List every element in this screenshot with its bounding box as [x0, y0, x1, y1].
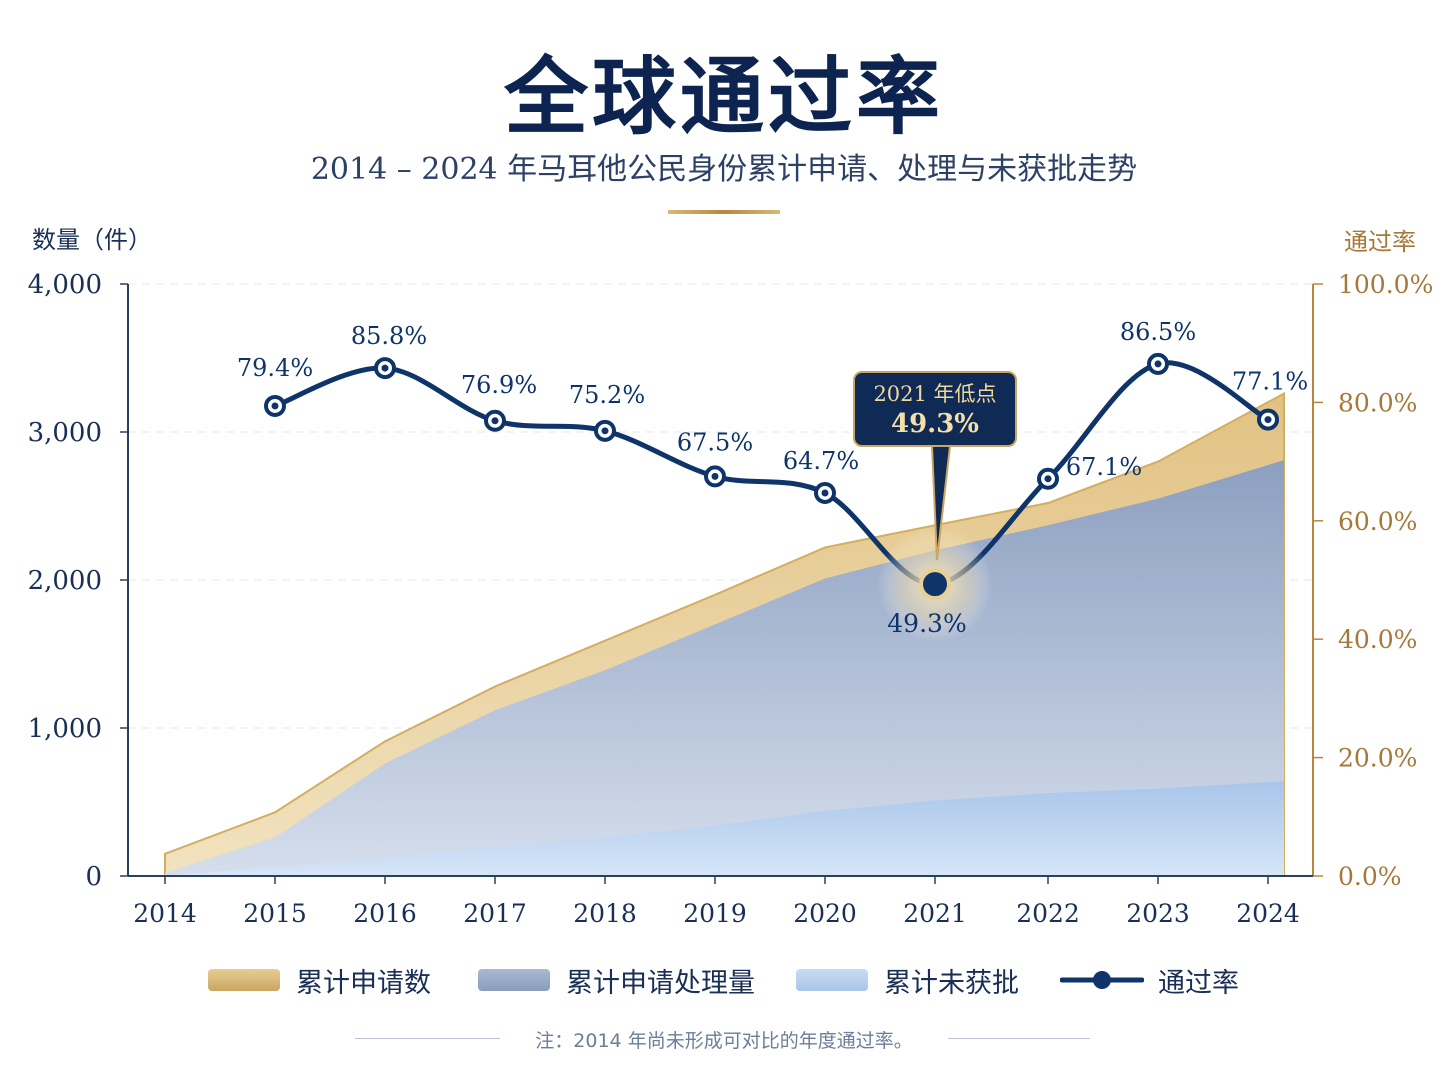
axes: 0 1,000 2,000 3,000 4,000 0.0% 20.0% 40.0% 60.0%… — [28, 270, 1434, 928]
rate-point-center — [1264, 416, 1272, 424]
chart-subtitle: 2014 – 2024 年马耳他公民身份累计申请、处理与未获批走势 — [310, 152, 1138, 187]
footnote: 注：2014 年尚未形成可对比的年度通过率。 — [535, 1030, 913, 1052]
x-tick-label: 2019 — [683, 899, 747, 928]
area-series — [164, 391, 1285, 877]
legend-item-rate: 通过率 — [1060, 962, 1239, 999]
x-tick-label: 2017 — [463, 899, 527, 928]
legend-swatch-processed — [478, 969, 550, 991]
left-tick-label: 1,000 — [28, 714, 102, 744]
legend: 累计申请数 累计申请处理量 累计未获批 通过率 — [0, 962, 1448, 1002]
callout-value: 49.3% — [891, 409, 979, 439]
rate-data-label: 76.9% — [461, 371, 537, 399]
legend-label: 累计未获批 — [884, 967, 1019, 999]
legend-item-processed: 累计申请处理量 — [478, 962, 755, 999]
rate-point-center — [271, 402, 279, 410]
legend-item-applications: 累计申请数 — [208, 962, 431, 999]
legend-swatch-rate — [1060, 971, 1144, 989]
rate-data-label: 67.5% — [677, 428, 753, 456]
area-processed — [165, 460, 1284, 876]
left-tick-label: 2,000 — [28, 566, 102, 596]
rate-point-low — [919, 568, 951, 601]
right-tick-label: 100.0% — [1338, 270, 1433, 299]
callout-box — [853, 371, 1017, 447]
rate-data-label: 85.8% — [351, 322, 427, 350]
right-tick-label: 80.0% — [1338, 388, 1417, 417]
rate-data-label: 77.1% — [1232, 368, 1308, 396]
x-tick-label: 2024 — [1236, 899, 1300, 928]
right-tick-label: 60.0% — [1338, 507, 1417, 536]
area-pending — [165, 781, 1284, 876]
chart-title: 全球通过率 — [503, 47, 944, 146]
rate-point-center — [601, 427, 609, 435]
rate-point-center — [381, 364, 389, 372]
rate-line-series — [264, 352, 1279, 643]
note-divider-right — [948, 1038, 1090, 1039]
rate-line — [274, 360, 1270, 587]
right-axis-title: 通过率 — [1344, 228, 1416, 256]
legend-label: 累计申请处理量 — [566, 967, 755, 999]
right-tick-label: 20.0% — [1338, 744, 1417, 773]
legend-swatch-pending — [796, 969, 868, 991]
rate-point-center — [1154, 360, 1162, 368]
legend-label: 累计申请数 — [296, 967, 431, 999]
legend-label: 通过率 — [1158, 967, 1239, 999]
data-labels: 79.4% 85.8% 76.9% 75.2% 67.5% 64.7% 49.3% 67.1%… — [237, 318, 1308, 638]
rate-data-label: 67.1% — [1066, 453, 1142, 481]
note-divider-left — [355, 1038, 500, 1039]
left-tick-label: 3,000 — [28, 418, 102, 448]
x-tick-label: 2014 — [133, 899, 197, 928]
rate-data-label: 64.7% — [783, 447, 859, 475]
rate-point-center — [1044, 475, 1052, 483]
left-tick-label: 4,000 — [28, 270, 102, 300]
rate-point-center — [491, 417, 499, 425]
x-tick-label: 2015 — [243, 899, 307, 928]
rate-point-center — [711, 472, 719, 480]
callout-title: 2021 年低点 — [873, 382, 996, 406]
x-tick-label: 2021 — [903, 899, 967, 928]
left-axis-title: 数量（件） — [32, 226, 152, 254]
rate-data-label: 86.5% — [1120, 318, 1196, 346]
rate-data-label: 49.3% — [887, 609, 966, 638]
x-tick-label: 2022 — [1016, 899, 1080, 928]
rate-point-center — [821, 489, 829, 497]
left-tick-label: 0 — [85, 862, 102, 892]
rate-data-label: 79.4% — [237, 354, 313, 382]
right-tick-label: 40.0% — [1338, 625, 1417, 654]
title-divider — [668, 210, 780, 214]
x-tick-label: 2018 — [573, 899, 637, 928]
x-tick-label: 2020 — [793, 899, 857, 928]
legend-swatch-applications — [208, 969, 280, 991]
rate-data-label: 75.2% — [569, 381, 645, 409]
right-tick-label: 0.0% — [1338, 862, 1402, 891]
legend-item-pending: 累计未获批 — [796, 962, 1019, 999]
x-tick-label: 2023 — [1126, 899, 1190, 928]
x-tick-label: 2016 — [353, 899, 417, 928]
